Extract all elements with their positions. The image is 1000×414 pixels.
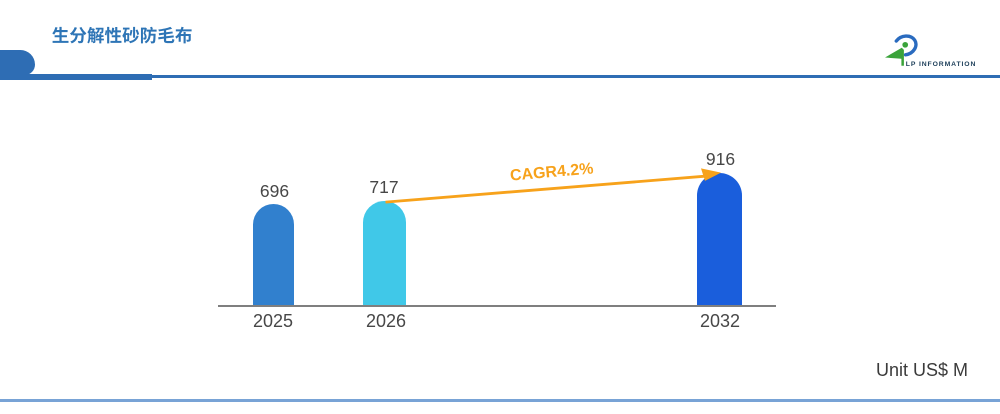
svg-text:LP INFORMATION: LP INFORMATION: [906, 61, 977, 68]
